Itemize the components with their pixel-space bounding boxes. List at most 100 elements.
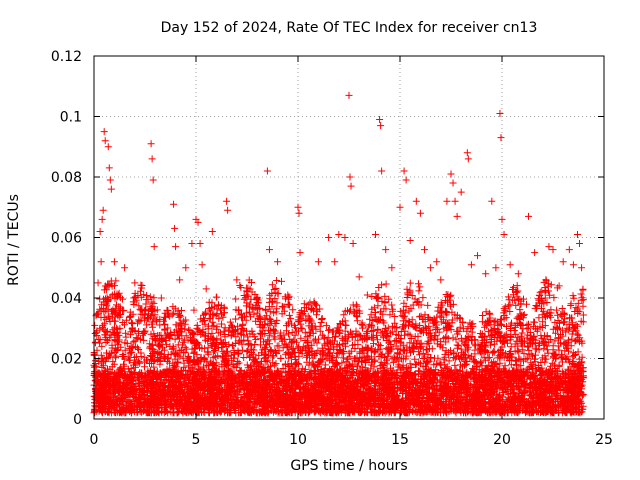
data-point <box>345 91 353 99</box>
data-point <box>437 276 445 284</box>
data-point <box>105 164 113 172</box>
data-point <box>464 155 472 163</box>
data-point <box>416 209 424 217</box>
data-point <box>565 246 573 254</box>
data-point <box>496 109 504 117</box>
data-point <box>406 237 414 245</box>
data-point <box>576 240 584 248</box>
data-point <box>559 258 567 266</box>
data-point <box>500 230 508 238</box>
data-point <box>514 270 522 278</box>
data-point <box>420 246 428 254</box>
y-tick-label: 0.04 <box>51 291 82 307</box>
data-point <box>457 188 465 196</box>
data-point <box>376 116 384 124</box>
data-point <box>101 137 109 145</box>
y-tick-label: 0.02 <box>51 352 82 368</box>
data-point <box>402 176 410 184</box>
data-point <box>106 176 114 184</box>
data-point <box>363 291 371 299</box>
data-point <box>102 300 110 308</box>
data-point <box>196 240 204 248</box>
data-point <box>412 197 420 205</box>
data-point <box>463 149 471 157</box>
data-point <box>539 297 547 305</box>
data-point <box>233 276 241 284</box>
data-point <box>498 215 506 223</box>
data-point <box>149 176 157 184</box>
x-tick-label: 20 <box>493 432 511 448</box>
data-point <box>137 306 145 314</box>
data-point <box>94 279 102 287</box>
data-point <box>451 197 459 205</box>
data-point <box>400 167 408 175</box>
chart-title: Day 152 of 2024, Rate Of TEC Index for r… <box>161 20 538 36</box>
data-point <box>97 258 105 266</box>
data-point <box>492 264 500 272</box>
x-tick-label: 5 <box>192 432 201 448</box>
data-point <box>427 264 435 272</box>
data-point <box>121 264 129 272</box>
data-point <box>467 261 475 269</box>
data-point <box>525 212 533 220</box>
y-tick-label: 0 <box>73 412 82 428</box>
data-point <box>331 258 339 266</box>
axis-ticks: 0 5 10 15 20 25 0 0.02 0.04 0.06 0.08 0.1 0.12 <box>51 49 613 448</box>
data-point <box>555 282 563 290</box>
data-point <box>382 246 390 254</box>
data-point <box>335 230 343 238</box>
data-point <box>172 243 180 251</box>
data-point <box>99 206 107 214</box>
data-point <box>325 234 333 241</box>
data-point <box>314 258 322 266</box>
x-tick-label: 15 <box>391 432 409 448</box>
data-points <box>92 91 586 411</box>
y-axis-label: ROTI / TECUs <box>6 194 22 286</box>
data-point <box>263 167 271 175</box>
data-point <box>304 312 312 320</box>
data-point <box>147 140 155 148</box>
data-point <box>578 264 586 272</box>
data-point <box>171 224 179 232</box>
data-point <box>347 182 355 190</box>
data-point <box>243 291 251 299</box>
data-point <box>107 185 115 193</box>
data-point <box>182 264 190 272</box>
data-point <box>447 170 455 178</box>
data-point <box>216 306 224 314</box>
dense-marker-band <box>90 276 587 417</box>
data-point <box>194 218 202 226</box>
data-point <box>482 270 490 278</box>
data-point <box>449 179 457 187</box>
data-point <box>377 122 385 130</box>
data-point <box>253 309 261 317</box>
data-point <box>127 312 135 320</box>
data-point <box>549 246 557 254</box>
data-point <box>202 285 210 293</box>
data-point <box>96 227 104 235</box>
data-point <box>497 134 505 142</box>
y-tick-label: 0.08 <box>51 170 82 186</box>
data-point <box>198 261 206 269</box>
data-point <box>396 203 404 211</box>
x-axis-label: GPS time / hours <box>290 458 407 474</box>
data-point <box>131 279 139 287</box>
data-point <box>372 230 380 238</box>
data-point <box>355 273 363 281</box>
y-tick-label: 0.06 <box>51 231 82 247</box>
x-tick-label: 10 <box>289 432 307 448</box>
x-tick-label: 0 <box>90 432 99 448</box>
data-point <box>443 197 451 205</box>
data-point <box>531 249 539 257</box>
y-tick-label: 0.12 <box>51 49 82 65</box>
data-point <box>341 234 349 241</box>
data-point <box>346 173 354 181</box>
data-point <box>114 291 122 299</box>
data-point <box>208 227 216 235</box>
y-tick-label: 0.1 <box>60 110 82 126</box>
dense-core-markers <box>90 367 587 411</box>
data-point <box>295 209 303 217</box>
data-point <box>224 206 232 214</box>
data-point <box>506 261 514 269</box>
